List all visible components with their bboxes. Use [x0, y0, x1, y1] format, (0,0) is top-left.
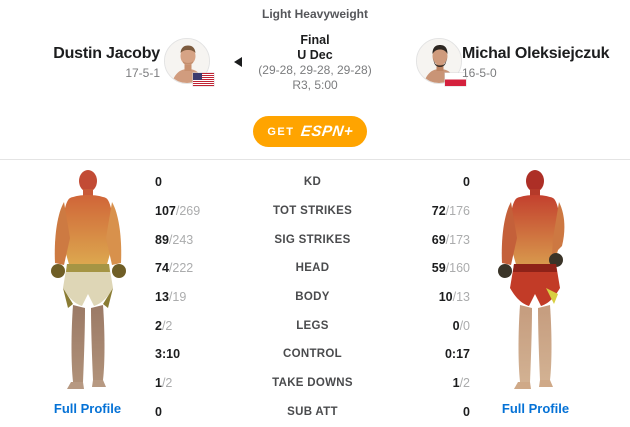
- stat-value-left: 107/269: [155, 204, 201, 219]
- stat-value-right: 69/173: [431, 232, 470, 247]
- stat-value-left: 13/19: [155, 290, 187, 305]
- left-full-profile-link[interactable]: Full Profile: [53, 401, 122, 416]
- right-full-profile-link[interactable]: Full Profile: [501, 401, 570, 416]
- stat-value-right: 0: [463, 175, 470, 190]
- judge-scorecards: (29-28, 29-28, 29-28): [258, 63, 372, 77]
- stat-row: 3:10 CONTROL 0:17: [140, 340, 485, 369]
- stat-label: LEGS: [296, 319, 329, 332]
- stat-value-right: 72/176: [431, 204, 470, 219]
- fight-result-block: Final U Dec (29-28, 29-28, 29-28) R3, 5:…: [240, 33, 390, 93]
- result-status: Final: [300, 33, 330, 47]
- stat-value-left: 0: [155, 175, 162, 190]
- section-divider: [0, 159, 630, 160]
- stat-row: 2/2 LEGS 0/0: [140, 311, 485, 340]
- left-fighter-name[interactable]: Dustin Jacoby: [53, 45, 160, 62]
- right-fighter-name-block: Michal Oleksiejczuk 16-5-0: [462, 45, 628, 80]
- stat-row: 74/222 HEAD 59/160: [140, 254, 485, 283]
- stat-row: 0 SUB ATT 0: [140, 398, 485, 427]
- stat-value-right: 0:17: [444, 347, 470, 362]
- stat-label: KD: [303, 176, 322, 189]
- stat-label: HEAD: [295, 262, 330, 275]
- right-fighter-avatar[interactable]: [416, 38, 466, 86]
- left-fighter-name-block: Dustin Jacoby 17-5-1: [0, 45, 160, 80]
- espn-plus-logo: ESPN+: [299, 123, 354, 140]
- stat-value-left: 0: [155, 404, 162, 419]
- right-fighter-name[interactable]: Michal Oleksiejczuk: [462, 45, 610, 62]
- get-espn-plus-button[interactable]: GET ESPN+: [253, 116, 367, 147]
- weight-class-label: Light Heavyweight: [261, 7, 368, 21]
- stat-label: TAKE DOWNS: [272, 377, 353, 390]
- stat-label: BODY: [295, 291, 330, 304]
- fight-stats-table: 0 KD 0 107/269 TOT STRIKES 72/176 89/243…: [140, 168, 485, 426]
- us-flag-icon: [193, 73, 214, 86]
- result-method: U Dec: [297, 48, 333, 62]
- stat-value-left: 1/2: [155, 376, 173, 391]
- stat-label: TOT STRIKES: [272, 205, 353, 218]
- stat-label: CONTROL: [283, 348, 342, 361]
- stat-value-left: 3:10: [155, 347, 181, 362]
- stat-label: SUB ATT: [287, 405, 338, 418]
- poland-flag-icon: [445, 73, 466, 86]
- cta-get-label: GET: [267, 125, 295, 138]
- stat-value-right: 10/13: [438, 290, 470, 305]
- round-time: R3, 5:00: [292, 78, 338, 92]
- stat-row: 1/2 TAKE DOWNS 1/2: [140, 369, 485, 398]
- left-fighter-record: 17-5-1: [125, 66, 160, 80]
- left-fighter-headshot: [164, 38, 210, 84]
- right-fighter-photo: [488, 168, 583, 400]
- stat-value-left: 74/222: [155, 261, 194, 276]
- stat-value-left: 89/243: [155, 232, 194, 247]
- stat-value-right: 0: [463, 404, 470, 419]
- stat-value-right: 1/2: [452, 376, 470, 391]
- stat-value-right: 0/0: [452, 318, 470, 333]
- left-fighter-photo: [40, 168, 135, 400]
- winner-arrow-icon: [234, 57, 242, 67]
- stat-row: 13/19 BODY 10/13: [140, 283, 485, 312]
- right-fighter-record: 16-5-0: [462, 66, 497, 80]
- stat-value-right: 59/160: [431, 261, 470, 276]
- stat-row: 107/269 TOT STRIKES 72/176: [140, 197, 485, 226]
- stat-value-left: 2/2: [155, 318, 173, 333]
- stat-row: 0 KD 0: [140, 168, 485, 197]
- left-fighter-avatar[interactable]: [164, 38, 214, 86]
- stat-label: SIG STRIKES: [274, 233, 351, 246]
- stat-row: 89/243 SIG STRIKES 69/173: [140, 225, 485, 254]
